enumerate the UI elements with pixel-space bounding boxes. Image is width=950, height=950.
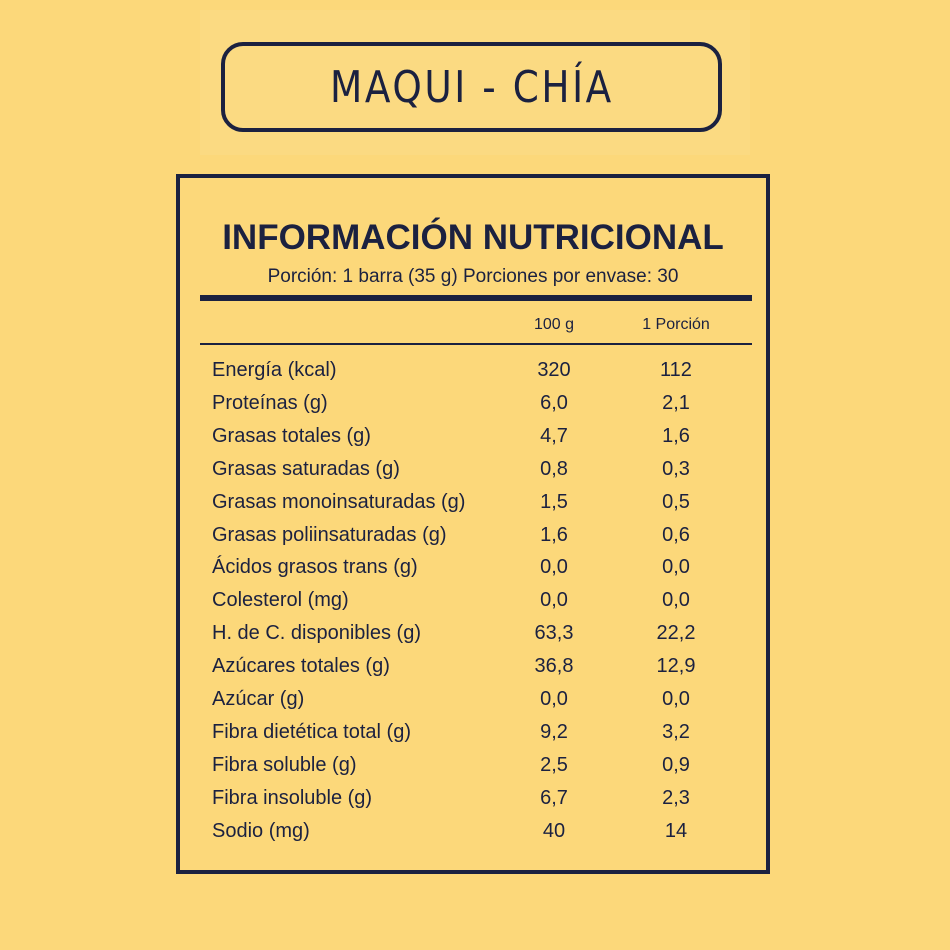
value-per-100g: 40 (542, 819, 566, 842)
nutrient-label: Colesterol (mg) (212, 589, 349, 612)
panel-title: INFORMACIÓN NUTRICIONAL (222, 218, 724, 257)
value-per-100g: 2,5 (540, 753, 568, 776)
nutrient-row: Sodio (mg) 40 14 (180, 820, 766, 850)
value-per-portion: 0,6 (662, 523, 690, 546)
nutrient-row: Grasas saturadas (g) 0,8 0,3 (180, 458, 766, 488)
nutrient-label: Grasas totales (g) (212, 424, 371, 447)
nutrient-label: Energía (kcal) (212, 359, 337, 381)
nutrient-label: Proteínas (g) (212, 391, 328, 414)
column-header-portion: 1 Porción (642, 316, 710, 333)
value-per-portion: 1,6 (662, 424, 690, 447)
nutrient-label: Azúcares totales (g) (212, 655, 390, 678)
nutrient-row: Grasas totales (g) 4,7 1,6 (180, 425, 766, 455)
nutrient-label: Azúcar (g) (212, 688, 305, 710)
product-name: MAQUI - CHÍA (329, 61, 614, 113)
value-per-100g: 4,7 (540, 424, 568, 447)
value-per-100g: 63,3 (534, 622, 574, 645)
nutrient-row: Azúcar (g) 0,0 0,0 (180, 688, 766, 718)
nutrient-row: Proteínas (g) 6,0 2,1 (180, 392, 766, 422)
value-per-100g: 9,2 (540, 720, 568, 743)
nutrient-label: H. de C. disponibles (g) (212, 622, 421, 645)
value-per-portion: 0,0 (662, 556, 690, 579)
value-per-100g: 0,0 (540, 688, 568, 710)
value-per-100g: 1,5 (540, 490, 568, 513)
value-per-portion: 2,1 (662, 391, 690, 414)
value-per-portion: 14 (664, 819, 688, 842)
value-per-100g: 36,8 (534, 655, 574, 678)
nutrient-label: Fibra soluble (g) (212, 753, 357, 776)
nutrient-row: Grasas monoinsaturadas (g) 1,5 0,5 (180, 491, 766, 521)
value-per-100g: 0,0 (540, 556, 568, 579)
value-per-portion: 2,3 (662, 786, 690, 809)
value-per-portion: 0,5 (662, 490, 690, 513)
nutrient-label: Grasas poliinsaturadas (g) (212, 523, 447, 546)
nutrient-label: Ácidos grasos trans (g) (212, 556, 418, 579)
nutrient-row: Fibra dietética total (g) 9,2 3,2 (180, 721, 766, 751)
serving-info: Porción: 1 barra (35 g) Porciones por en… (267, 266, 679, 287)
column-header-100g: 100 g (533, 316, 575, 333)
nutrient-row: Ácidos grasos trans (g) 0,0 0,0 (180, 556, 766, 586)
nutrient-row: H. de C. disponibles (g) 63,3 22,2 (180, 622, 766, 652)
nutrient-label: Grasas saturadas (g) (212, 457, 400, 480)
nutrient-row: Energía (kcal) 320 112 (180, 359, 766, 389)
nutrient-label: Fibra dietética total (g) (212, 720, 411, 743)
nutrient-label: Grasas monoinsaturadas (g) (212, 490, 466, 513)
value-per-100g: 0,0 (540, 589, 568, 612)
value-per-portion: 0,0 (662, 688, 690, 710)
value-per-portion: 12,9 (656, 655, 696, 678)
nutrient-label: Fibra insoluble (g) (212, 786, 373, 809)
nutrient-row: Grasas poliinsaturadas (g) 1,6 0,6 (180, 524, 766, 554)
value-per-portion: 3,2 (662, 720, 690, 743)
value-per-portion: 0,9 (662, 753, 690, 776)
value-per-portion: 22,2 (656, 622, 696, 645)
value-per-100g: 1,6 (540, 523, 568, 546)
nutrient-label: Sodio (mg) (212, 819, 310, 842)
value-per-100g: 6,0 (540, 391, 568, 414)
value-per-100g: 0,8 (540, 457, 568, 480)
thick-divider (200, 295, 752, 301)
nutrient-row: Fibra soluble (g) 2,5 0,9 (180, 754, 766, 784)
nutrient-row: Azúcares totales (g) 36,8 12,9 (180, 655, 766, 685)
value-per-100g: 6,7 (540, 786, 568, 809)
nutrient-row: Fibra insoluble (g) 6,7 2,3 (180, 787, 766, 817)
value-per-portion: 112 (660, 359, 692, 381)
value-per-portion: 0,0 (662, 589, 690, 612)
nutrient-row: Colesterol (mg) 0,0 0,0 (180, 589, 766, 619)
value-per-portion: 0,3 (662, 457, 690, 480)
value-per-100g: 320 (537, 359, 571, 381)
thin-divider (200, 343, 752, 345)
product-name-box: MAQUI - CHÍA (221, 42, 722, 132)
nutrition-facts-panel: INFORMACIÓN NUTRICIONAL Porción: 1 barra… (176, 174, 770, 874)
